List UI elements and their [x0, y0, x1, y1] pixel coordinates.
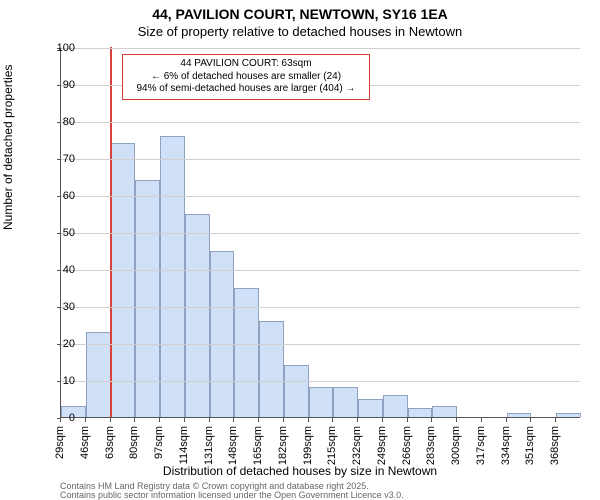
ytick-label: 70	[45, 153, 75, 165]
xtick-mark	[530, 418, 531, 422]
xtick-label: 131sqm	[203, 426, 215, 465]
xtick-mark	[258, 418, 259, 422]
xtick-label: 249sqm	[376, 426, 388, 465]
chart-title-sub: Size of property relative to detached ho…	[0, 24, 600, 39]
histogram-bar	[358, 399, 383, 418]
histogram-bar	[111, 143, 136, 417]
xtick-label: 300sqm	[450, 426, 462, 465]
histogram-bar	[556, 413, 581, 417]
xtick-label: 232sqm	[351, 426, 363, 465]
attribution-line2: Contains public sector information licen…	[60, 491, 404, 500]
x-axis-label: Distribution of detached houses by size …	[0, 464, 600, 478]
annotation-box: 44 PAVILION COURT: 63sqm← 6% of detached…	[122, 54, 370, 100]
histogram-bar	[284, 365, 309, 417]
histogram-bar	[185, 214, 210, 418]
ytick-label: 90	[45, 79, 75, 91]
ytick-label: 40	[45, 264, 75, 276]
gridline	[61, 159, 580, 160]
histogram-bar	[259, 321, 284, 417]
xtick-mark	[85, 418, 86, 422]
xtick-label: 283sqm	[425, 426, 437, 465]
histogram-bar	[383, 395, 408, 417]
ytick-label: 10	[45, 375, 75, 387]
gridline	[61, 270, 580, 271]
xtick-mark	[184, 418, 185, 422]
ytick-label: 50	[45, 227, 75, 239]
xtick-label: 215sqm	[326, 426, 338, 465]
plot-area	[60, 48, 580, 418]
xtick-label: 165sqm	[252, 426, 264, 465]
y-axis-label: Number of detached properties	[1, 65, 15, 230]
ytick-label: 80	[45, 116, 75, 128]
xtick-label: 199sqm	[302, 426, 314, 465]
histogram-bar	[507, 413, 532, 417]
xtick-mark	[481, 418, 482, 422]
xtick-label: 114sqm	[178, 426, 190, 464]
xtick-mark	[110, 418, 111, 422]
xtick-mark	[555, 418, 556, 422]
property-marker-line	[110, 47, 112, 417]
xtick-label: 63sqm	[104, 426, 116, 459]
xtick-label: 266sqm	[401, 426, 413, 465]
xtick-label: 182sqm	[277, 426, 289, 465]
gridline	[61, 381, 580, 382]
xtick-mark	[308, 418, 309, 422]
xtick-label: 80sqm	[128, 426, 140, 459]
xtick-mark	[209, 418, 210, 422]
xtick-mark	[382, 418, 383, 422]
annotation-line: ← 6% of detached houses are smaller (24)	[129, 71, 363, 84]
chart-container: 44, PAVILION COURT, NEWTOWN, SY16 1EA Si…	[0, 0, 600, 500]
annotation-line: 44 PAVILION COURT: 63sqm	[129, 58, 363, 71]
gridline	[61, 307, 580, 308]
histogram-bar	[309, 387, 334, 417]
xtick-mark	[134, 418, 135, 422]
gridline	[61, 196, 580, 197]
ytick-label: 100	[45, 42, 75, 54]
xtick-mark	[506, 418, 507, 422]
xtick-label: 148sqm	[227, 426, 239, 465]
histogram-bar	[432, 406, 457, 417]
xtick-label: 46sqm	[79, 426, 91, 459]
chart-title-main: 44, PAVILION COURT, NEWTOWN, SY16 1EA	[0, 6, 600, 22]
xtick-label: 317sqm	[475, 426, 487, 465]
histogram-bar	[210, 251, 235, 418]
ytick-label: 60	[45, 190, 75, 202]
ytick-label: 30	[45, 301, 75, 313]
xtick-label: 29sqm	[54, 426, 66, 459]
annotation-line: 94% of semi-detached houses are larger (…	[129, 83, 363, 96]
gridline	[61, 233, 580, 234]
xtick-mark	[283, 418, 284, 422]
xtick-mark	[159, 418, 160, 422]
xtick-mark	[407, 418, 408, 422]
attribution-text: Contains HM Land Registry data © Crown c…	[60, 482, 404, 500]
xtick-label: 351sqm	[524, 426, 536, 465]
histogram-bar	[333, 387, 358, 417]
gridline	[61, 122, 580, 123]
xtick-label: 97sqm	[153, 426, 165, 459]
xtick-mark	[357, 418, 358, 422]
gridline	[61, 344, 580, 345]
xtick-mark	[60, 418, 61, 422]
xtick-mark	[431, 418, 432, 422]
histogram-bar	[160, 136, 185, 417]
histogram-bar	[408, 408, 433, 417]
ytick-label: 20	[45, 338, 75, 350]
xtick-mark	[332, 418, 333, 422]
gridline	[61, 48, 580, 49]
xtick-label: 368sqm	[549, 426, 561, 465]
xtick-mark	[233, 418, 234, 422]
xtick-mark	[456, 418, 457, 422]
xtick-label: 334sqm	[500, 426, 512, 465]
